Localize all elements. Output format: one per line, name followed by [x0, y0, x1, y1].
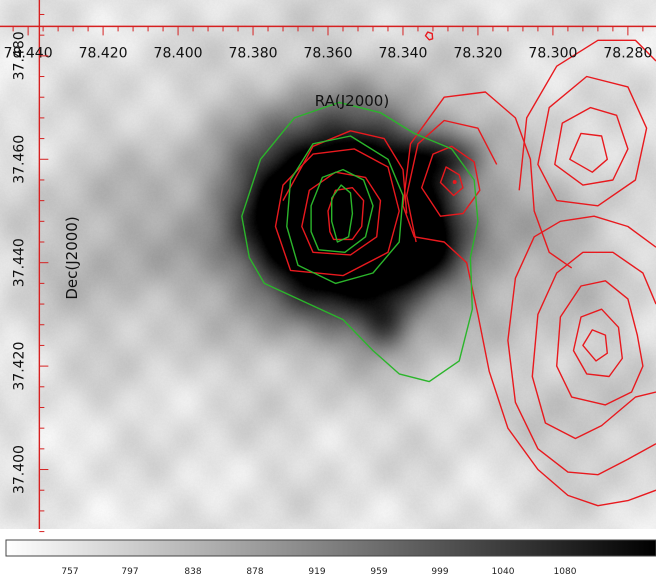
intensity-image — [0, 0, 656, 529]
colorbar-ticks: 757 797 838 878 919 959 999 1040 1080 — [61, 567, 576, 577]
contour-series-0-level-3 — [282, 130, 408, 214]
contour-series-0-level-12 — [572, 308, 623, 378]
contour-series-0-level-0 — [327, 187, 365, 241]
x-tick-label: 78.360 — [304, 45, 353, 61]
y-axis-title: Dec(J2000) — [63, 216, 81, 299]
contour-series-0-level-5 — [421, 145, 481, 217]
contour-series-0-level-11 — [582, 329, 608, 362]
colorbar-tick-label: 999 — [431, 567, 448, 577]
contour-series-0-level-10 — [518, 39, 656, 191]
colorbar-tick-label: 919 — [308, 567, 325, 577]
contour-series-0-level-17 — [424, 31, 434, 41]
contour-series-1-level-2 — [286, 135, 404, 285]
contour-series-0-level-9 — [537, 75, 648, 207]
contour-series-1-level-3 — [241, 101, 479, 383]
x-tick-label: 78.400 — [154, 45, 203, 61]
contour-series-0-level-2 — [274, 148, 400, 277]
x-tick-label: 78.280 — [603, 45, 652, 61]
colorbar-tick-label: 838 — [184, 567, 201, 577]
contour-series-0-level-8 — [554, 106, 629, 186]
axes-layer: 78.440 78.420 78.400 78.380 78.360 78.340 78.3… — [0, 0, 656, 533]
colorbar-tick-label: 797 — [121, 567, 138, 577]
contour-series-0-level-4 — [439, 166, 464, 197]
y-tick-label: 37.460 — [11, 135, 27, 184]
contour-series-0-level-14 — [531, 251, 656, 440]
colorbar-tick-label: 959 — [370, 567, 387, 577]
colorbar: 757 797 838 878 919 959 999 1040 1080 — [5, 539, 656, 577]
contour-series-0-level-6 — [406, 119, 498, 243]
y-tick-label: 37.440 — [11, 238, 27, 287]
x-tick-label: 78.440 — [4, 45, 53, 61]
contour-series-0-level-13 — [556, 280, 644, 406]
x-tick-label: 78.300 — [528, 45, 577, 61]
colorbar-tick-label: 1040 — [492, 567, 515, 577]
y-tick-label: 37.420 — [11, 342, 27, 391]
y-tick-label: 37.400 — [11, 445, 27, 494]
x-tick-label: 78.380 — [229, 45, 278, 61]
contour-series-0-level-7 — [569, 132, 608, 173]
x-tick-label: 78.320 — [453, 45, 502, 61]
contour-series-0-level-16 — [402, 91, 656, 507]
contour-series-0-level-15 — [507, 215, 656, 476]
x-axis-title: RA(J2000) — [315, 92, 389, 110]
colorbar-gradient — [5, 539, 656, 557]
x-tick-label: 78.340 — [378, 45, 427, 61]
y-tick-label: 37.480 — [11, 31, 27, 80]
colorbar-tick-label: 757 — [61, 567, 78, 577]
colorbar-tick-label: 1080 — [554, 567, 577, 577]
colorbar-tick-label: 878 — [246, 567, 263, 577]
contour-peak-marker — [452, 180, 457, 184]
contour-layer — [241, 31, 656, 507]
contour-series-1-level-0 — [331, 184, 354, 243]
contour-series-0-level-1 — [301, 171, 382, 256]
x-tick-label: 78.420 — [79, 45, 128, 61]
contour-series-1-level-1 — [310, 168, 374, 253]
